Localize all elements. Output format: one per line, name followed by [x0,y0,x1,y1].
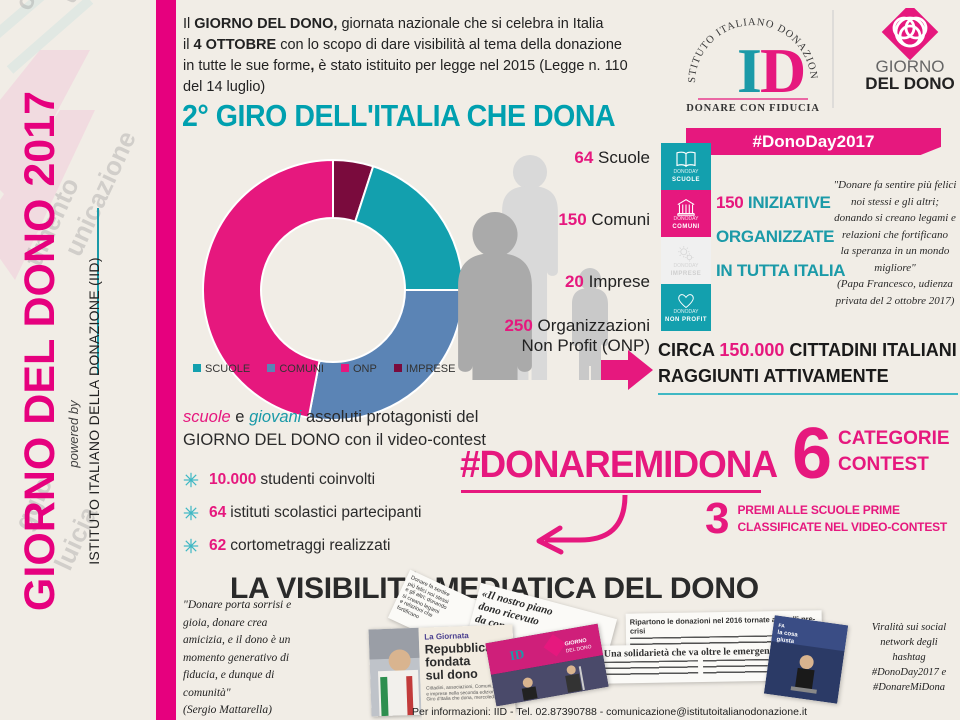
svg-text:ID: ID [509,646,526,663]
svg-text:D: D [760,35,806,106]
svg-text:FA: FA [778,623,786,630]
svg-text:DEL DONO: DEL DONO [865,74,954,93]
svg-text:I: I [737,35,762,106]
svg-text:DONARE CON FIDUCIA: DONARE CON FIDUCIA [686,103,819,114]
